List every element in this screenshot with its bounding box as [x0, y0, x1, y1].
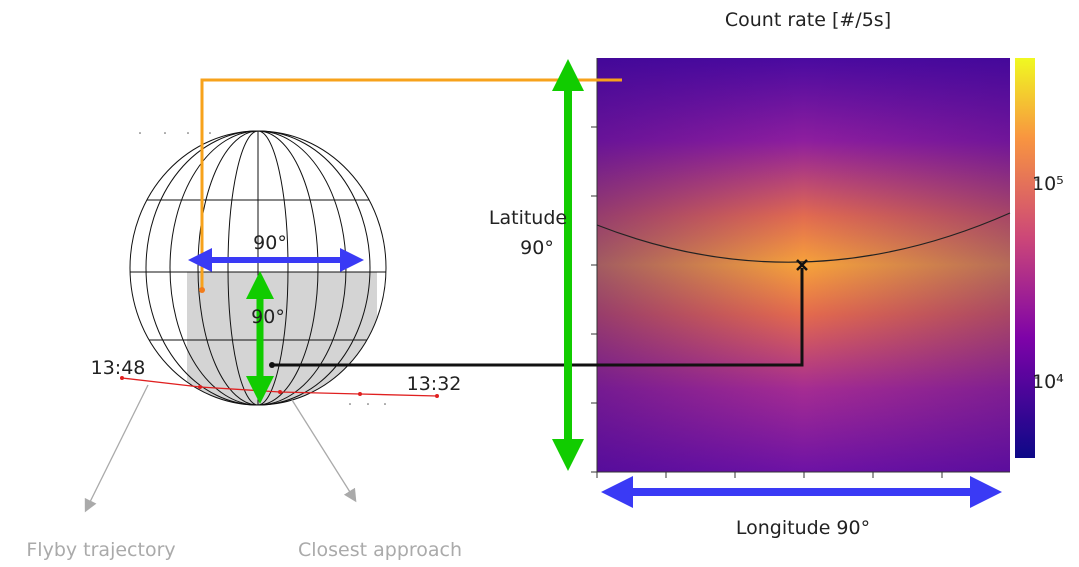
orange-point	[199, 287, 205, 293]
trajectory-curve	[596, 212, 1011, 263]
longitude-label: Longitude 90°	[736, 517, 870, 539]
globe-lat-span: 90°	[251, 306, 285, 328]
trajectory-points	[120, 376, 439, 398]
black-point	[269, 362, 275, 368]
latitude-label: Latitude	[489, 207, 567, 229]
start-time: 13:48	[91, 357, 146, 379]
closest-mark	[796, 259, 808, 271]
latitude-span: 90°	[520, 237, 554, 259]
black-connector	[272, 268, 804, 367]
annotation-arrow	[84, 384, 149, 513]
colorbar-title: Count rate [#/5s]	[725, 9, 891, 31]
colorbar-tick-label: 10⁵	[1032, 173, 1064, 195]
end-time: 13:32	[407, 373, 462, 395]
orange-connector	[200, 78, 622, 290]
closest-label: Closest approach	[298, 539, 462, 561]
annotation-arrow	[291, 399, 357, 503]
colorbar	[1015, 58, 1035, 458]
colorbar-tick-label: 10⁴	[1032, 371, 1064, 393]
globe	[129, 130, 387, 406]
trajectory-label: Flyby trajectory	[26, 539, 175, 561]
dots	[139, 132, 386, 405]
globe-lon-span: 90°	[253, 232, 287, 254]
